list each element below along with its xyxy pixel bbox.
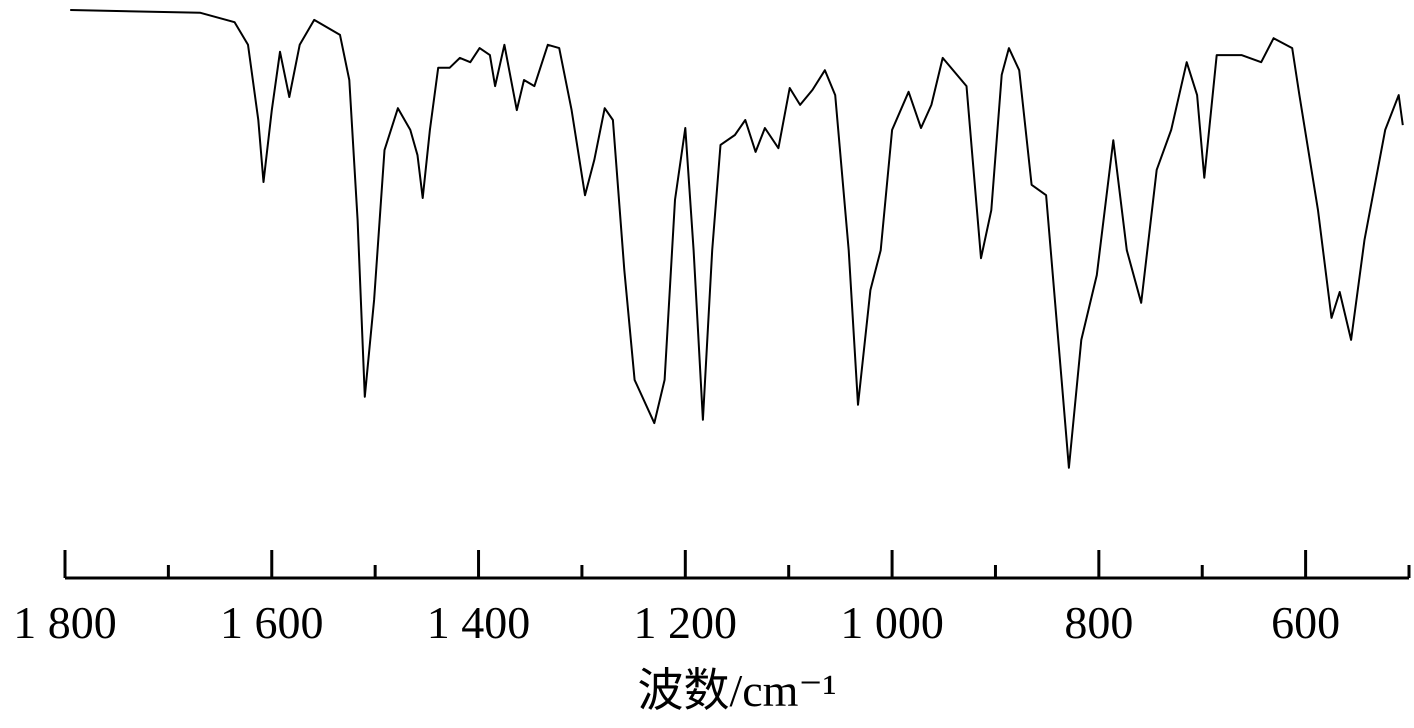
spectrum-line bbox=[70, 9, 1404, 469]
x-tick-label: 1 000 bbox=[840, 597, 944, 648]
x-tick-label: 800 bbox=[1064, 597, 1133, 648]
x-tick-label: 1 400 bbox=[427, 597, 531, 648]
x-tick-label: 1 200 bbox=[634, 597, 738, 648]
x-axis-label: 波数/cm⁻¹ bbox=[637, 665, 836, 716]
x-tick-label: 1 600 bbox=[220, 597, 324, 648]
x-tick-label: 600 bbox=[1271, 597, 1340, 648]
x-tick-label: 1 800 bbox=[13, 597, 117, 648]
